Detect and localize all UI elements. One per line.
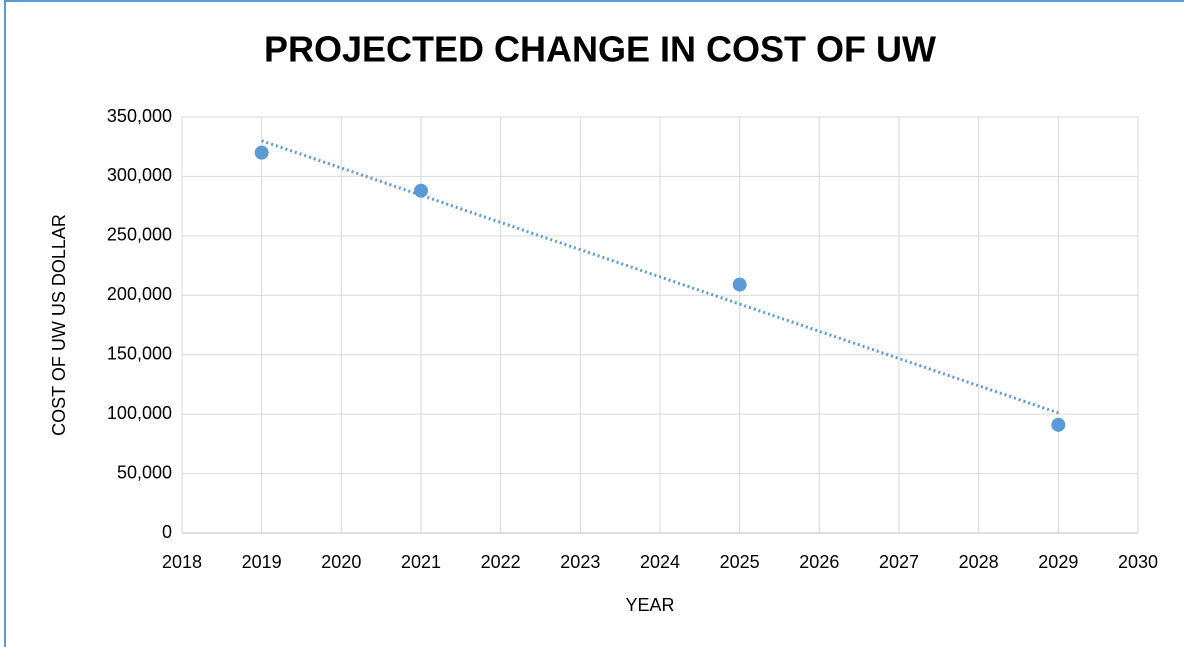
data-point: [254, 145, 269, 160]
x-tick-label: 2026: [799, 552, 839, 572]
x-tick-label: 2023: [560, 552, 600, 572]
y-tick-label: 350,000: [107, 106, 172, 126]
x-tick-label: 2019: [242, 552, 282, 572]
x-tick-label: 2030: [1118, 552, 1158, 572]
data-point: [1051, 417, 1066, 432]
x-tick-label: 2021: [401, 552, 441, 572]
trendline: [261, 139, 1059, 415]
y-tick-label: 150,000: [107, 343, 172, 363]
y-tick-label: 200,000: [107, 284, 172, 304]
x-axis-label: YEAR: [625, 595, 674, 615]
data-point: [414, 183, 428, 198]
x-tick-label: 2028: [959, 552, 999, 572]
data-point: [732, 277, 747, 292]
x-tick-label: 2020: [321, 552, 361, 572]
y-tick-label: 250,000: [107, 225, 172, 245]
chart-title: PROJECTED CHANGE IN COST OF UW: [264, 29, 936, 70]
y-tick-label: 50,000: [117, 462, 172, 482]
x-tick-label: 2018: [162, 552, 202, 572]
x-tick-label: 2027: [879, 552, 919, 572]
x-tick-label: 2022: [481, 552, 521, 572]
x-tick-label: 2029: [1038, 552, 1078, 572]
chart-frame: [4, 0, 1184, 647]
y-axis-label: COST OF UW US DOLLAR: [49, 214, 69, 436]
y-tick-label: 100,000: [107, 403, 172, 423]
y-tick-label: 300,000: [107, 165, 172, 185]
x-tick-label: 2025: [720, 552, 760, 572]
y-tick-label: 0: [162, 522, 172, 542]
x-tick-label: 2024: [640, 552, 680, 572]
